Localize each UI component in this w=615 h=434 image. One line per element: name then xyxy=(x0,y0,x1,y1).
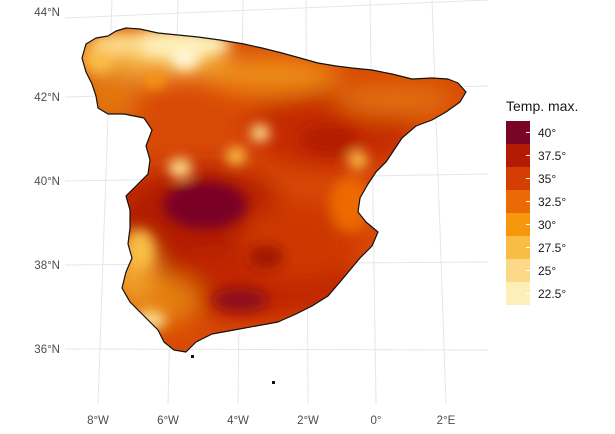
spain-outline xyxy=(81,27,467,353)
islet-marker xyxy=(272,381,275,384)
legend-tick xyxy=(526,178,530,179)
legend-item: 32.5° xyxy=(506,190,578,213)
lon-label: 8°W xyxy=(87,415,109,427)
legend-label: 25° xyxy=(538,263,557,278)
legend-tick xyxy=(526,201,530,202)
lon-label: 4°W xyxy=(227,415,249,427)
legend-label: 22.5° xyxy=(538,286,567,301)
legend-swatch xyxy=(506,121,530,144)
legend-tick xyxy=(526,155,530,156)
legend-title: Temp. max. xyxy=(506,98,579,114)
legend-swatch xyxy=(506,167,530,190)
legend-swatch xyxy=(506,190,530,213)
lat-label: 40°N xyxy=(34,176,60,188)
legend-tick xyxy=(526,132,530,133)
legend-item: 35° xyxy=(506,167,578,190)
lon-axis: 8°W 6°W 4°W 2°W 0° 2°E xyxy=(87,415,456,427)
legend-label: 27.5° xyxy=(538,240,567,255)
lat-label: 36°N xyxy=(34,344,60,356)
legend-item: 25° xyxy=(506,259,578,282)
legend-item: 27.5° xyxy=(506,236,578,259)
islet-marker xyxy=(191,355,194,358)
legend-tick xyxy=(526,224,530,225)
lon-label: 0° xyxy=(371,415,382,427)
legend-label: 30° xyxy=(538,217,557,232)
legend-item: 37.5° xyxy=(506,144,578,167)
legend-label: 32.5° xyxy=(538,194,567,209)
lon-label: 6°W xyxy=(157,415,179,427)
legend-label: 37.5° xyxy=(538,148,567,163)
lon-label: 2°E xyxy=(437,415,456,427)
legend-label: 40° xyxy=(538,125,557,140)
lat-label: 42°N xyxy=(34,92,60,104)
lat-label: 38°N xyxy=(34,260,60,272)
legend-item: 30° xyxy=(506,213,578,236)
legend-item: 22.5° xyxy=(506,282,578,305)
legend-item: 40° xyxy=(506,121,578,144)
legend-tick xyxy=(526,270,530,271)
color-legend: Temp. max. 40° 37.5° 35° 32.5° 30° 27.5° 25° 22… xyxy=(506,98,578,305)
legend-swatch xyxy=(506,213,530,236)
legend-swatch xyxy=(506,282,530,305)
legend-swatch xyxy=(506,236,530,259)
temperature-raster xyxy=(82,28,466,352)
lon-label: 2°W xyxy=(297,415,319,427)
lat-axis: 44°N 42°N 40°N 38°N 36°N xyxy=(34,7,60,356)
legend-label: 35° xyxy=(538,171,557,186)
legend-rows: 40° 37.5° 35° 32.5° 30° 27.5° 25° 22.5° xyxy=(506,121,578,305)
legend-tick xyxy=(526,293,530,294)
legend-swatch xyxy=(506,259,530,282)
lat-label: 44°N xyxy=(34,7,60,19)
legend-swatch xyxy=(506,144,530,167)
legend-tick xyxy=(526,247,530,248)
